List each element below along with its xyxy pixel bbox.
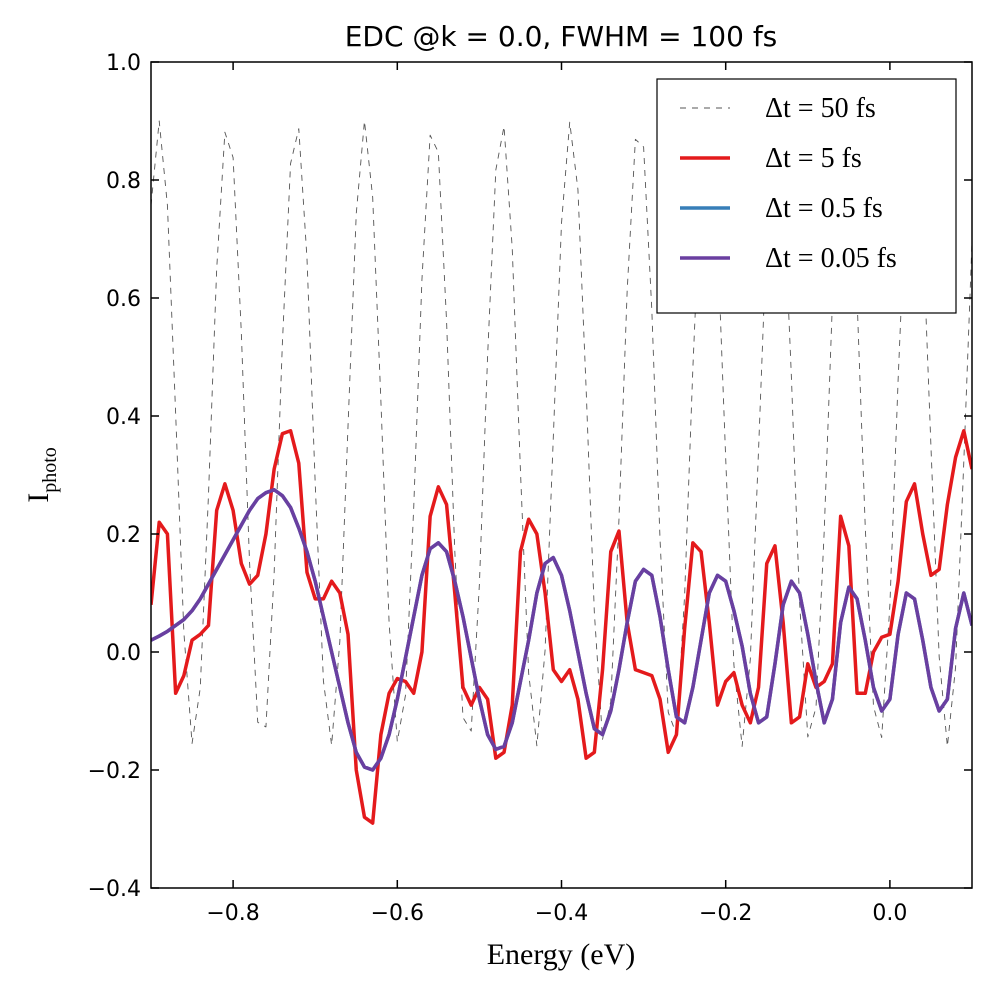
legend-label: Δt = 5 fs bbox=[765, 143, 862, 174]
x-tick-label: −0.2 bbox=[699, 901, 752, 926]
y-axis-label-sub: photo bbox=[39, 447, 61, 493]
series-line bbox=[151, 488, 972, 772]
legend-label: Δt = 0.5 fs bbox=[765, 193, 883, 224]
y-tick-label: 0.8 bbox=[106, 169, 141, 194]
y-tick-label: 1.0 bbox=[106, 51, 141, 76]
x-tick-label: 0.0 bbox=[872, 901, 907, 926]
x-tick-label: −0.4 bbox=[535, 901, 588, 926]
legend-box bbox=[656, 78, 957, 314]
chart-title: EDC @k = 0.0, FWHM = 100 fs bbox=[345, 20, 778, 53]
y-tick-label: −0.4 bbox=[88, 877, 141, 902]
y-tick-label: 0.6 bbox=[106, 287, 141, 312]
legend-label: Δt = 0.05 fs bbox=[765, 243, 897, 274]
x-tick-label: −0.6 bbox=[371, 901, 424, 926]
legend-label: Δt = 50 fs bbox=[765, 93, 876, 124]
y-tick-label: 0.0 bbox=[106, 641, 141, 666]
y-axis-label: Iphoto bbox=[22, 447, 61, 503]
series-line bbox=[151, 429, 972, 825]
y-tick-label: 0.2 bbox=[106, 523, 141, 548]
x-tick-label: −0.8 bbox=[206, 901, 259, 926]
x-axis-label: Energy (eV) bbox=[487, 938, 636, 971]
y-axis-label-main: I bbox=[22, 493, 55, 503]
series-line bbox=[151, 488, 972, 772]
legend: Δt = 50 fs Δt = 5 fs Δt = 0.5 fs Δt = 0.05 … bbox=[656, 78, 957, 314]
y-tick-label: −0.2 bbox=[88, 759, 141, 784]
y-tick-label: 0.4 bbox=[106, 405, 141, 430]
